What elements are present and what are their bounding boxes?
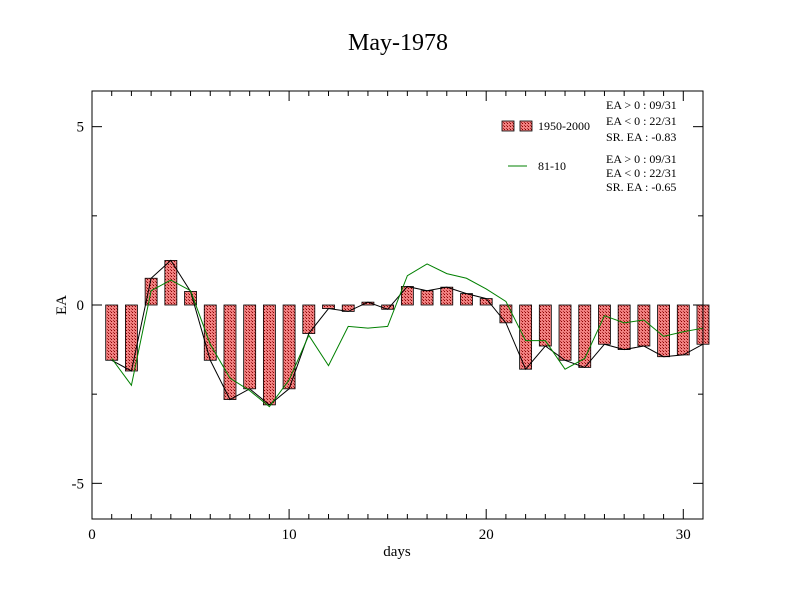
legend-swatch-bar-left (501, 120, 515, 132)
chart-title: May-1978 (348, 30, 448, 56)
y-tick-label: 5 (77, 120, 85, 136)
bar-day-12 (322, 304, 335, 309)
legend-label-bar: 1950-2000 (538, 119, 590, 133)
y-tick-label: -5 (72, 476, 85, 492)
bar-day-16 (400, 286, 414, 306)
bar-day-27 (617, 304, 631, 350)
bar-day-7 (223, 304, 237, 400)
bar-stat-sr: SR. EA : -0.83 (606, 130, 676, 144)
x-tick-label: 10 (282, 527, 297, 543)
x-tick-label: 30 (676, 527, 691, 543)
bar-stat-positive: EA > 0 : 09/31 (606, 98, 677, 112)
bar-day-30 (676, 304, 690, 356)
bar-day-1 (105, 304, 119, 361)
y-tick-label: 0 (77, 298, 85, 314)
bar-day-17 (420, 290, 434, 306)
bar-day-24 (558, 304, 572, 361)
axis-ticks: 0 10 20 30 -5 0 5 (72, 91, 704, 543)
line-series-81-10 (111, 263, 704, 408)
bar-day-21 (499, 304, 513, 324)
bar-day-28 (637, 304, 651, 347)
bar-day-2 (125, 304, 138, 372)
bar-series (105, 259, 710, 406)
bar-day-8 (243, 304, 257, 390)
legend-label-line: 81-10 (538, 159, 566, 173)
bar-day-18 (440, 286, 454, 306)
legend: 1950-2000 81-10 EA > 0 : 09/31 EA < 0 : … (501, 98, 677, 194)
bar-day-11 (302, 304, 316, 334)
legend-swatch-bar-right (519, 120, 533, 132)
bar-day-29 (657, 304, 670, 358)
x-axis-label: days (383, 544, 411, 560)
bar-day-19 (460, 293, 473, 306)
line-series-group (111, 263, 704, 408)
x-tick-label: 20 (479, 527, 494, 543)
line-stat-positive: EA > 0 : 09/31 (606, 152, 677, 166)
bar-trace-line (111, 259, 704, 406)
bar-stat-negative: EA < 0 : 22/31 (606, 114, 677, 128)
y-axis-label: EA (54, 295, 70, 315)
bar-day-9 (262, 304, 276, 406)
x-tick-label: 0 (88, 527, 96, 543)
line-stat-sr: SR. EA : -0.65 (606, 180, 676, 194)
bar-day-23 (538, 304, 552, 347)
line-stat-negative: EA < 0 : 22/31 (606, 166, 677, 180)
